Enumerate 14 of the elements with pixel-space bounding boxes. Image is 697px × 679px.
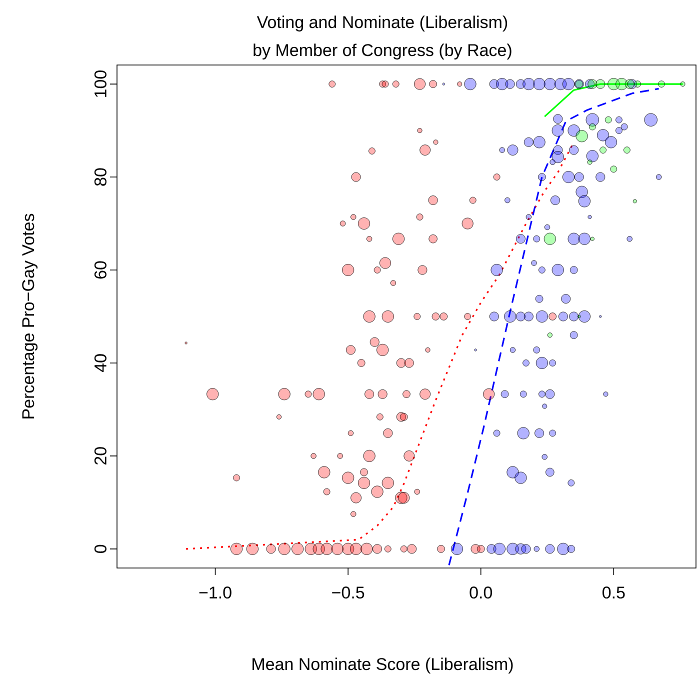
y-tick-label: 60 — [94, 261, 106, 279]
chart-subtitle: by Member of Congress (by Race) — [254, 44, 512, 60]
x-axis-title: Mean Nominate Score (Liberalism) — [252, 658, 513, 674]
y-tick-label: 0 — [94, 544, 106, 553]
y-tick-label: 100 — [94, 70, 106, 97]
x-tick-label: 0.5 — [602, 586, 625, 599]
x-tick-label: 0.0 — [470, 586, 492, 599]
x-tick-label: −0.5 — [332, 586, 364, 599]
x-tick-label: −1.0 — [199, 586, 232, 599]
chart-title: Voting and Nominate (Liberalism) — [256, 16, 508, 32]
y-tick-label: 80 — [94, 168, 106, 186]
y-tick-label: 40 — [94, 354, 106, 372]
y-axis-title: Percentage Pro−Gay Votes — [22, 214, 38, 418]
y-tick-label: 20 — [94, 447, 106, 465]
